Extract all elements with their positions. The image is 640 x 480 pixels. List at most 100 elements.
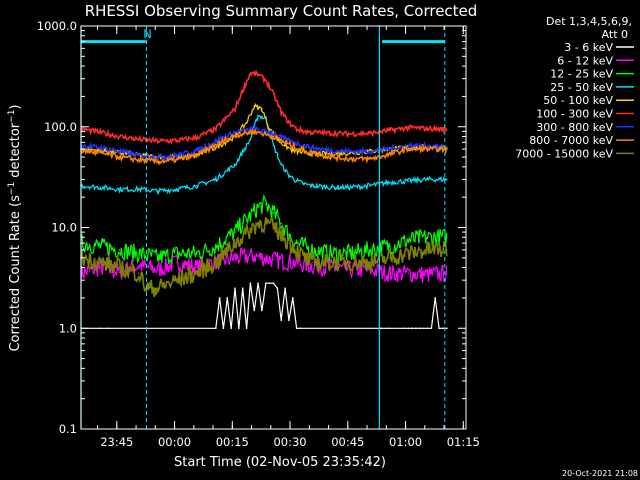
series-6 xyxy=(80,125,448,161)
series-7-point-16 xyxy=(388,153,390,156)
series-3-point-21 xyxy=(388,181,390,184)
legend-label-6: 300 - 800 keV xyxy=(536,121,613,134)
series-5-point-25 xyxy=(446,128,448,131)
x-tick-label-5: 01:00 xyxy=(389,435,422,449)
series-1-point-8 xyxy=(234,257,236,259)
series-0-point-31 xyxy=(415,327,417,330)
series-3-point-16 xyxy=(303,183,306,185)
series-5-point-21 xyxy=(369,132,371,135)
series-7-point-11 xyxy=(292,145,294,148)
series-3-point-20 xyxy=(369,184,371,187)
series-0-point-28 xyxy=(403,327,406,330)
series-3-point-13 xyxy=(280,163,283,166)
legend-header-line1: Det 1,3,4,5,6,9, xyxy=(546,15,632,28)
series-0-point-1 xyxy=(99,327,102,330)
series-8 xyxy=(80,216,448,298)
series-5-point-10 xyxy=(249,72,252,74)
series-2-point-8 xyxy=(234,231,236,233)
x-tick-label-6: 01:15 xyxy=(447,435,480,449)
series-5 xyxy=(80,69,448,145)
series-4-point-9 xyxy=(245,121,248,124)
series-4-point-10 xyxy=(253,105,256,107)
series-line-1 xyxy=(80,247,448,284)
series-3-point-7 xyxy=(215,178,217,181)
series-0-point-6 xyxy=(226,297,229,299)
series-1-point-5 xyxy=(176,261,179,264)
chart-title: RHESSI Observing Summary Count Rates, Co… xyxy=(85,2,478,20)
series-line-8 xyxy=(80,216,448,298)
series-2-point-14 xyxy=(280,222,283,225)
series-1-point-11 xyxy=(292,261,294,264)
series-5-point-16 xyxy=(295,128,298,130)
series-2-point-9 xyxy=(241,222,244,225)
series-6-point-11 xyxy=(292,141,294,144)
series-8-point-19 xyxy=(349,261,352,264)
series-4-point-19 xyxy=(349,152,352,154)
series-0-point-37 xyxy=(438,327,440,330)
series-0-point-3 xyxy=(215,327,217,330)
series-3-point-8 xyxy=(234,163,236,166)
series-0-point-19 xyxy=(276,287,279,290)
series-0-point-21 xyxy=(284,287,286,290)
series-2-point-7 xyxy=(215,245,217,248)
series-5-point-20 xyxy=(349,133,352,135)
series-7-point-5 xyxy=(176,159,179,161)
series-0-point-22 xyxy=(288,319,290,322)
series-0-point-33 xyxy=(422,327,425,330)
series-6-point-12 xyxy=(311,146,313,149)
series-6-point-7 xyxy=(215,140,217,142)
series-2-point-20 xyxy=(369,249,371,251)
series-0-point-2 xyxy=(107,327,109,330)
series-8-point-1 xyxy=(99,261,102,264)
series-3-point-19 xyxy=(349,186,352,189)
series-8-point-20 xyxy=(369,261,371,264)
series-0-point-25 xyxy=(299,327,302,330)
series-line-6 xyxy=(80,125,447,161)
series-line-7 xyxy=(80,127,448,166)
series-5-point-19 xyxy=(330,132,333,135)
series-6-point-13 xyxy=(330,149,333,152)
series-0-point-26 xyxy=(380,327,383,330)
series-1-point-9 xyxy=(253,255,256,257)
series-1-point-12 xyxy=(311,264,313,267)
series-line-5 xyxy=(80,69,448,145)
series-0-point-32 xyxy=(419,327,421,330)
series-3-point-15 xyxy=(295,180,298,182)
series-3-point-22 xyxy=(407,180,410,182)
series-7-point-15 xyxy=(369,158,371,160)
series-0-point-23 xyxy=(292,297,294,299)
series-2-point-21 xyxy=(388,245,390,248)
series-7-point-14 xyxy=(349,158,352,160)
series-8-point-6 xyxy=(176,279,179,282)
series-8-point-9 xyxy=(234,242,236,244)
series-6-point-10 xyxy=(272,133,275,135)
series-1-point-17 xyxy=(407,272,410,275)
series-3-point-12 xyxy=(272,144,275,147)
legend-label-7: 800 - 7000 keV xyxy=(529,134,613,147)
series-8-point-2 xyxy=(118,266,121,269)
x-tick-label-0: 23:45 xyxy=(100,435,133,449)
series-7-point-4 xyxy=(157,160,159,163)
legend-label-0: 3 - 6 keV xyxy=(564,41,613,54)
series-layer xyxy=(80,69,448,330)
series-8-point-22 xyxy=(407,252,410,255)
series-6-point-2 xyxy=(118,150,121,153)
series-5-point-1 xyxy=(99,131,102,134)
series-3-point-2 xyxy=(118,188,121,190)
series-5-point-5 xyxy=(176,139,179,142)
series-2-point-19 xyxy=(349,252,352,255)
series-0-point-39 xyxy=(446,327,448,330)
series-2-point-15 xyxy=(288,233,290,236)
series-0-point-16 xyxy=(265,282,267,285)
series-8-point-12 xyxy=(265,222,267,225)
series-5-point-11 xyxy=(257,73,259,76)
series-0-point-9 xyxy=(238,327,240,330)
series-3-point-18 xyxy=(330,186,333,189)
series-2-point-4 xyxy=(157,257,159,259)
series-line-3 xyxy=(80,115,448,196)
series-1-point-6 xyxy=(195,266,198,269)
series-1-point-10 xyxy=(272,258,275,261)
series-0-point-17 xyxy=(268,282,271,285)
series-0-point-4 xyxy=(218,297,221,299)
series-6-point-5 xyxy=(176,154,179,157)
